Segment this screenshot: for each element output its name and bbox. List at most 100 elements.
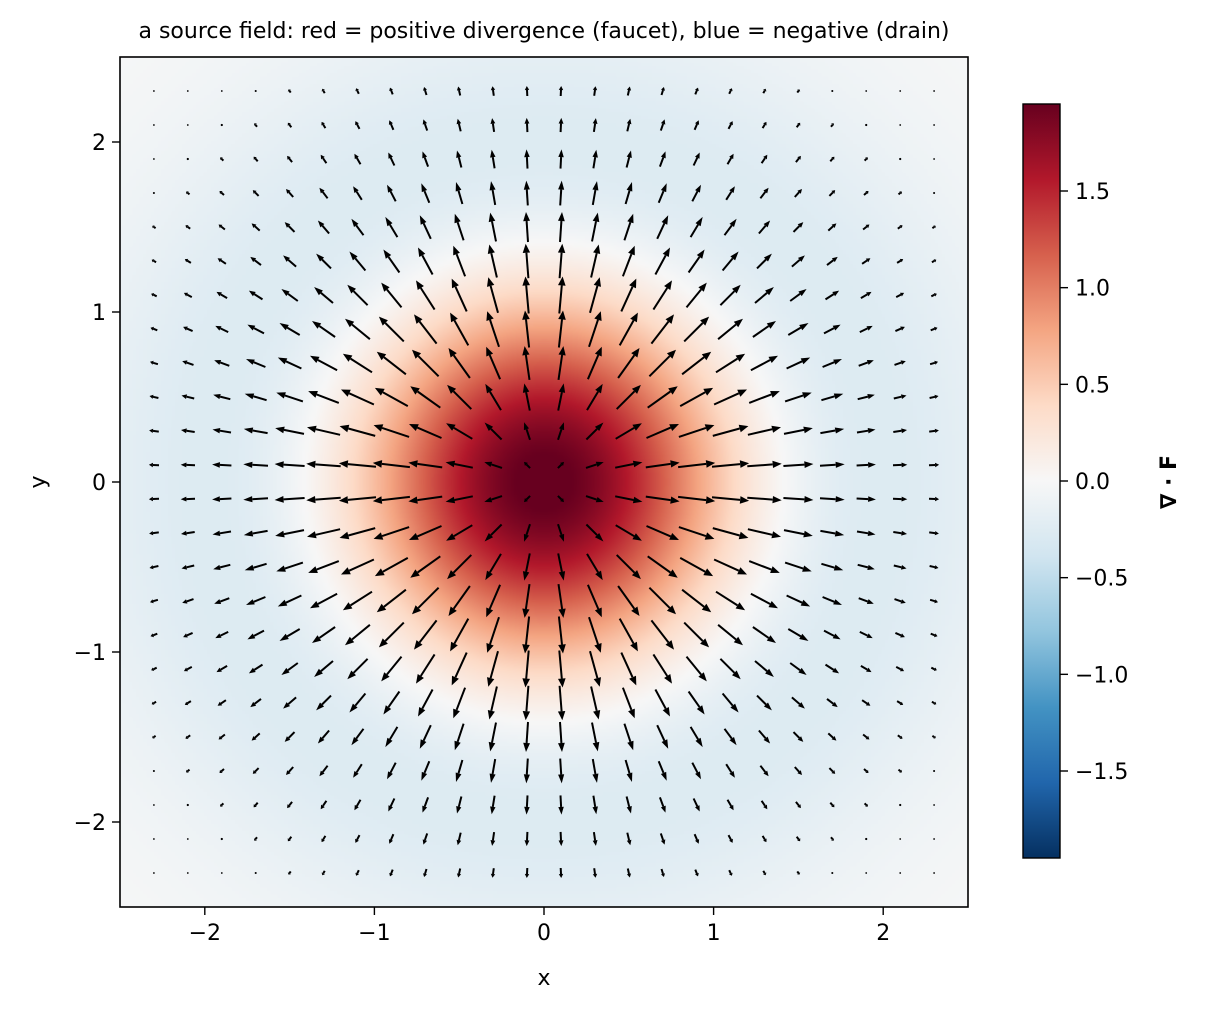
quiver-arrowhead (558, 678, 566, 688)
quiver-arrow (783, 463, 805, 467)
quiver-arrowhead (729, 218, 737, 227)
colorbar-ticks: −1.5 −1.0 −0.5 0.0 0.5 1.0 1.5 (1060, 180, 1128, 785)
quiver-arrowhead (899, 225, 903, 229)
quiver-arrow (220, 259, 227, 265)
quiver-arrow (857, 395, 869, 401)
quiver-arrowhead (558, 310, 566, 320)
quiver-arrowhead (831, 838, 834, 841)
quiver-arrow (593, 89, 596, 96)
quiver-arrow (186, 838, 189, 840)
quiver-arrowhead (867, 428, 876, 434)
quiver-arrowhead (729, 838, 733, 843)
quiver-arrow (656, 222, 666, 240)
quiver-arrow (689, 224, 699, 238)
quiver-arrow (283, 463, 305, 467)
quiver-arrow (794, 766, 800, 773)
quiver-arrow (783, 497, 805, 501)
quiver-arrowhead (388, 120, 393, 125)
quiver-arrowhead (418, 247, 426, 257)
quiver-arrowhead (212, 530, 221, 536)
quiver-arrowhead (770, 566, 780, 573)
quiver-arrow (557, 392, 563, 411)
quiver-arrowhead (934, 531, 939, 536)
quiver-arrowhead (832, 324, 841, 331)
quiver-arrowhead (701, 351, 712, 361)
quiver-arrowhead (868, 462, 876, 468)
quiver-arrow (617, 585, 636, 610)
quiver-arrowhead (252, 190, 257, 194)
quiver-arrowhead (186, 769, 189, 773)
quiver-arrowhead (218, 735, 223, 740)
quiver-arrow (220, 837, 223, 841)
quiver-arrowhead (592, 773, 599, 783)
quiver-arrow (219, 361, 230, 367)
quiver-arrow (254, 802, 259, 807)
quiver-arrowhead (729, 737, 737, 746)
quiver-arrow (458, 89, 462, 96)
quiver-arrowhead (338, 496, 349, 504)
quiver-arrow (416, 525, 442, 538)
quiver-arrow (897, 191, 902, 196)
quiver-arrow (931, 259, 935, 264)
quiver-arrowhead (660, 119, 666, 125)
quiver-arrow (617, 354, 636, 379)
quiver-arrowhead (835, 461, 845, 468)
quiver-arrow (929, 429, 936, 433)
quiver-arrow (253, 327, 265, 335)
quiver-arrow (219, 395, 231, 401)
quiver-arrow (491, 795, 496, 808)
quiver-arrow (347, 463, 377, 468)
quiver-arrowhead (669, 424, 679, 431)
quiver-arrow (457, 796, 463, 807)
quiver-arrow (491, 123, 496, 133)
quiver-arrowhead (152, 735, 155, 739)
quiver-arrowhead (287, 122, 291, 126)
quiver-arrow (288, 870, 292, 874)
quiver-arrowhead (900, 633, 905, 638)
quiver-arrow (689, 726, 699, 740)
quiver-arrow (525, 157, 529, 169)
quiver-arrow (931, 735, 935, 739)
quiver-arrow (856, 429, 869, 434)
quiver-arrow (456, 221, 465, 241)
quiver-arrow (254, 225, 261, 232)
quiver-arrow (423, 833, 429, 841)
quiver-arrow (152, 565, 159, 569)
quiver-arrow (726, 799, 733, 807)
quiver-arrow (625, 796, 631, 807)
quiver-arrow (287, 731, 296, 739)
quiver-arrowhead (151, 667, 155, 671)
quiver-arrow (750, 592, 771, 605)
quiver-arrowhead (632, 533, 642, 541)
quiver-arrowhead (868, 496, 876, 502)
quiver-arrow (186, 734, 191, 739)
quiver-arrowhead (388, 152, 393, 159)
quiver-arrow (559, 758, 563, 775)
quiver-arrowhead (151, 701, 155, 705)
quiver-arrowhead (831, 701, 838, 708)
quiver-arrowhead (695, 737, 703, 748)
quiver-arrow (681, 588, 705, 608)
quiver-arrow (615, 495, 634, 501)
quiver-arrow (660, 868, 664, 875)
quiver-arrow (488, 584, 502, 610)
quiver-arrowhead (243, 427, 254, 434)
quiver-arrow (620, 286, 634, 312)
quiver-arrow (383, 356, 407, 376)
quiver-arrowhead (558, 742, 565, 752)
y-tick-label: −1 (74, 641, 106, 666)
quiver-arrowhead (286, 770, 291, 775)
quiver-arrow (452, 354, 471, 379)
quiver-arrowhead (354, 153, 359, 160)
quiver-arrow (752, 626, 770, 639)
quiver-arrow (784, 394, 804, 403)
quiver-arrow (287, 662, 299, 672)
quiver-arrow (384, 621, 405, 642)
quiver-arrow (893, 395, 902, 400)
quiver-arrow (593, 868, 596, 875)
quiver-arrow (253, 395, 267, 402)
quiver-arrowhead (664, 674, 672, 684)
quiver-arrow (646, 426, 672, 439)
quiver-arrowhead (831, 770, 836, 774)
quiver-arrow (491, 495, 503, 501)
